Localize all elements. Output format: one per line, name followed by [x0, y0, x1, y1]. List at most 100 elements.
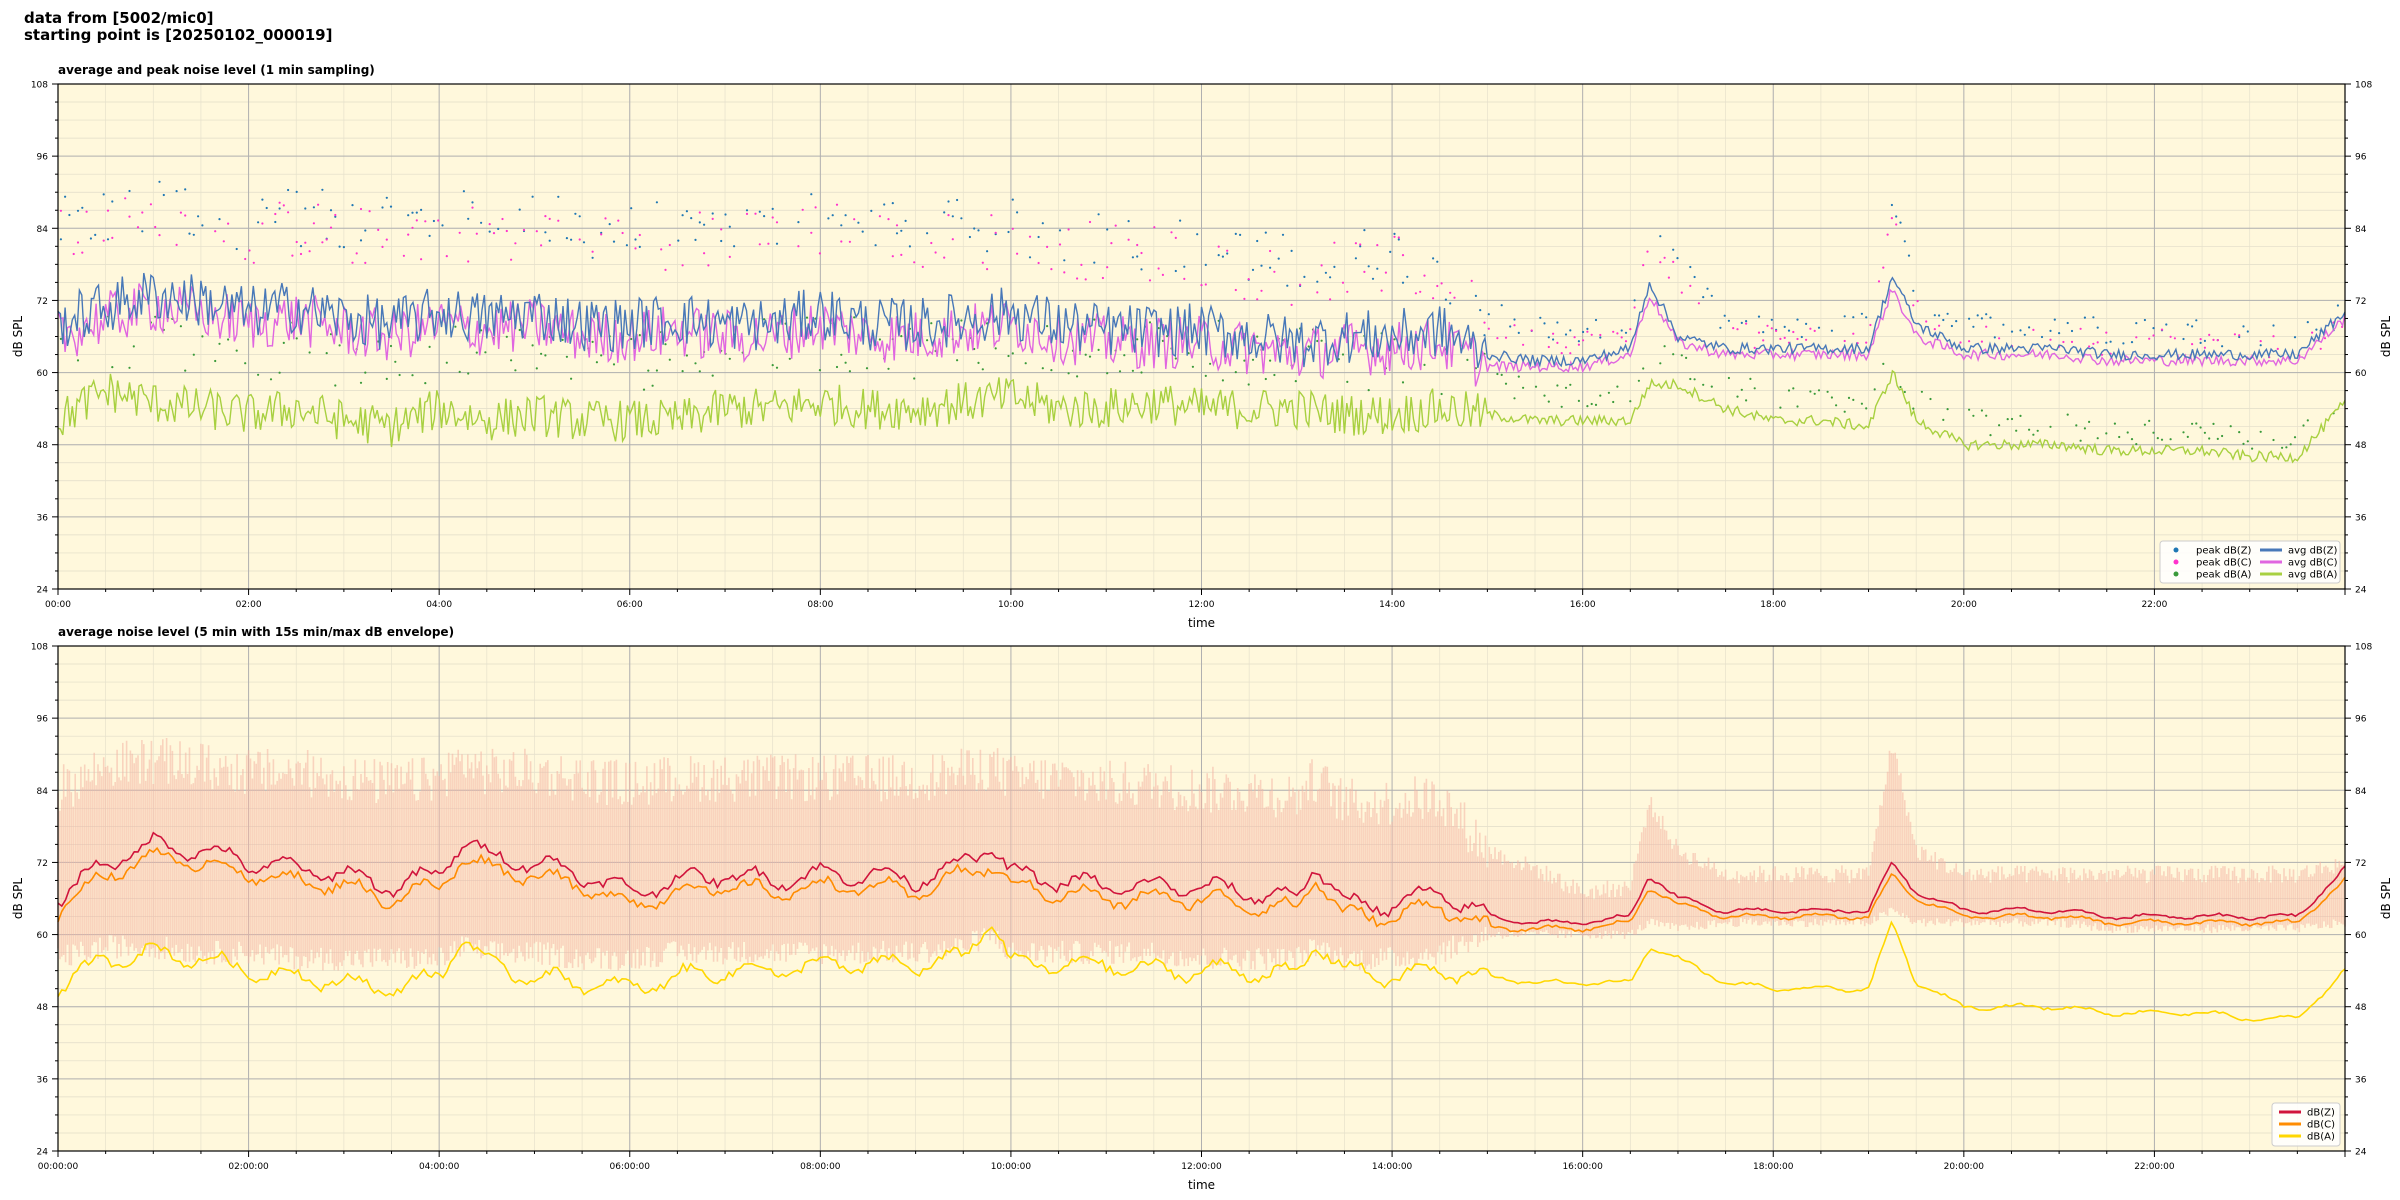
scatter-point: [1697, 302, 1700, 305]
scatter-point: [647, 369, 650, 372]
line-dba: [57, 920, 2346, 1022]
scatter-point: [1106, 266, 1109, 269]
scatter-point: [1346, 290, 1349, 293]
scatter-point: [642, 388, 646, 391]
scatter-point: [158, 180, 161, 183]
scatter-point: [1907, 254, 1911, 257]
y-tick-label-right: 24: [2355, 586, 2367, 596]
scatter-point: [2130, 438, 2134, 441]
scatter-point: [1509, 325, 1512, 328]
legend-label: dB(Z): [2307, 1108, 2335, 1119]
scatter-point: [1989, 434, 1992, 437]
y-tick-label-left: 108: [31, 81, 48, 91]
scatter-point: [1659, 362, 1662, 365]
scatter-point: [1269, 249, 1272, 253]
scatter-point: [467, 372, 470, 375]
scatter-point: [2323, 337, 2327, 340]
scatter-point: [1787, 389, 1791, 392]
scatter-point: [557, 219, 560, 222]
scatter-point: [1702, 383, 1705, 386]
scatter-point: [317, 203, 320, 206]
scatter-point: [2208, 333, 2211, 336]
scatter-point: [1440, 392, 1443, 396]
scatter-point: [1642, 264, 1645, 267]
scatter-point: [325, 352, 328, 355]
scatter-point: [2066, 413, 2069, 416]
scatter-point: [1136, 243, 1139, 247]
scatter-point: [1063, 271, 1066, 274]
scatter-point: [703, 223, 706, 226]
scatter-point: [274, 212, 277, 216]
scatter-point: [295, 337, 298, 340]
scatter-point: [304, 241, 307, 244]
scatter-point: [913, 261, 916, 264]
scatter-point: [1942, 418, 1945, 421]
scatter-point: [724, 213, 727, 216]
scatter-point: [801, 208, 804, 211]
scatter-point: [1976, 314, 1979, 317]
scatter-point: [2148, 337, 2151, 340]
scatter-point: [1972, 325, 1975, 328]
scatter-point: [514, 242, 517, 245]
scatter-point: [1556, 384, 1559, 387]
scatter-point: [1783, 325, 1786, 328]
scatter-point: [1067, 228, 1070, 231]
scatter-point: [685, 354, 689, 357]
scatter-point: [1050, 268, 1053, 271]
scatter-point: [1522, 386, 1525, 389]
scatter-point: [1037, 235, 1040, 239]
x-tick-label: 20:00: [1951, 600, 1977, 610]
scatter-point: [668, 358, 671, 361]
scatter-point: [111, 236, 114, 239]
scatter-point: [1530, 329, 1533, 332]
scatter-point: [1221, 255, 1224, 258]
scatter-point: [1809, 327, 1812, 330]
scatter-point: [2130, 341, 2134, 344]
scatter-point: [154, 225, 157, 229]
scatter-point: [1436, 284, 1439, 288]
scatter-point: [1787, 329, 1791, 332]
scatter-point: [1564, 346, 1568, 349]
scatter-point: [861, 230, 864, 233]
scatter-point: [1316, 280, 1319, 283]
scatter-point: [681, 264, 684, 267]
scatter-point: [1076, 277, 1079, 280]
scatter-point: [1376, 244, 1379, 247]
y-tick-label-left: 24: [37, 586, 49, 596]
scatter-point: [188, 232, 191, 235]
scatter-point: [1740, 388, 1743, 391]
scatter-point: [591, 256, 594, 259]
scatter-point: [1805, 338, 1808, 341]
scatter-point: [432, 219, 435, 223]
scatter-point: [1946, 408, 1949, 411]
scatter-point: [1500, 373, 1503, 376]
scatter-point: [381, 206, 384, 209]
scatter-point: [184, 188, 187, 191]
scatter-point: [2242, 442, 2245, 445]
envelope-band: [57, 738, 2346, 971]
scatter-point: [269, 378, 273, 381]
scatter-point: [711, 217, 714, 220]
scatter-point: [947, 214, 950, 217]
scatter-point: [2285, 446, 2288, 449]
scatter-point: [1912, 289, 1915, 292]
scatter-point: [634, 238, 637, 241]
scatter-point: [364, 371, 367, 374]
scatter-point: [1938, 324, 1941, 327]
scatter-point: [1007, 230, 1010, 234]
scatter-point: [1088, 355, 1092, 358]
y-tick-label-right: 60: [2355, 931, 2367, 941]
scatter-point: [2319, 347, 2322, 350]
scatter-point: [1835, 404, 1838, 407]
scatter-point: [1895, 223, 1898, 226]
scatter-point: [1183, 277, 1186, 280]
scatter-point: [94, 233, 97, 236]
x-tick-label: 22:00: [2141, 600, 2167, 610]
scatter-point: [1316, 291, 1319, 294]
scatter-point: [844, 214, 847, 217]
scatter-point: [1496, 372, 1499, 376]
y-tick-label-right: 36: [2355, 513, 2367, 523]
y-axis-label-left: dB SPL: [11, 878, 25, 920]
scatter-point: [664, 268, 667, 271]
scatter-point: [1882, 266, 1885, 269]
